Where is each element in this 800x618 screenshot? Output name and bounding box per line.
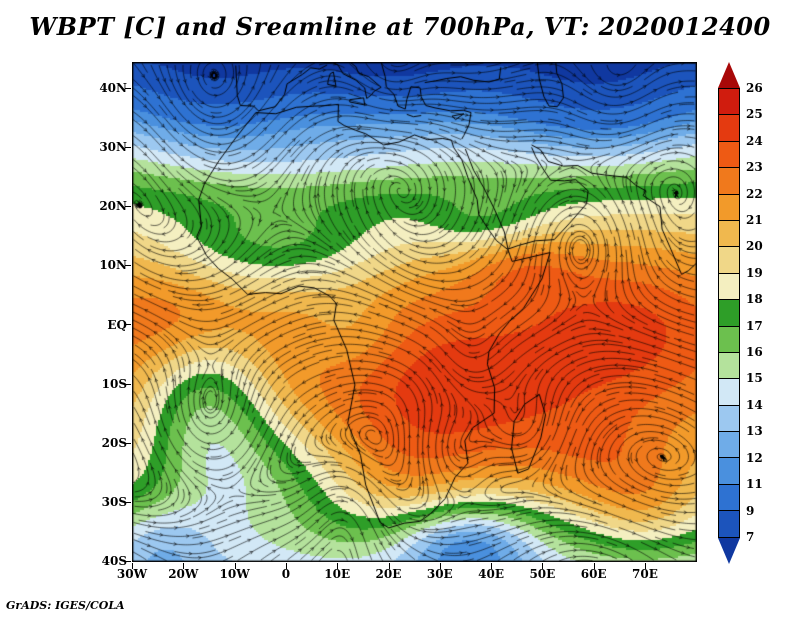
colorbar-box (718, 431, 740, 459)
y-axis-tick-label: EQ (107, 317, 127, 332)
map-plot-area (132, 62, 697, 562)
colorbar-box (718, 114, 740, 142)
y-axis-tick-label: 40S (101, 554, 127, 568)
colorbar-box (718, 483, 740, 512)
colorbar-box (718, 351, 740, 380)
y-axis-labels: 40N 30N 20N 10N EQ 10S 20S 30S 40S (85, 80, 127, 569)
colorbar-box (718, 219, 740, 248)
y-axis-tick (125, 88, 131, 89)
x-axis-tick-label: 20E (375, 567, 402, 581)
y-axis-tick-label: 20S (101, 435, 127, 450)
x-axis-tick-label: 40E (478, 567, 504, 581)
colorbar-tick-label: 15 (746, 371, 763, 386)
y-axis-tick-label: 30S (101, 494, 127, 509)
y-axis-tick (125, 265, 131, 267)
x-axis-tick (132, 563, 133, 569)
colorbar-tick-label: 16 (746, 345, 763, 360)
x-axis-tick-label: 60E (580, 567, 607, 581)
colorbar-boxes (718, 88, 740, 538)
colorbar-tick-label: 23 (746, 160, 763, 175)
x-axis-tick-label: 10E (324, 567, 351, 581)
x-axis-tick (285, 563, 287, 569)
y-axis-tick (125, 206, 131, 208)
y-axis-tick-label: 20N (99, 199, 127, 214)
x-axis-tick-label: 0 (281, 567, 291, 581)
x-axis-tick-label: 70E (632, 567, 658, 581)
colorbar-box (718, 457, 740, 485)
colorbar-box (718, 88, 740, 116)
colorbar-tick-label: 14 (746, 397, 763, 412)
x-axis-tick (645, 563, 646, 569)
y-axis-tick (125, 324, 131, 326)
x-axis-tick (337, 563, 339, 569)
colorbar-box (718, 510, 740, 538)
y-axis-tick (125, 383, 131, 385)
colorbar-tick-label: 20 (746, 239, 763, 254)
y-axis-tick (125, 560, 131, 562)
colorbar-tick-label: 7 (746, 529, 755, 544)
colorbar-box (718, 272, 740, 301)
colorbar-box (718, 167, 740, 195)
colorbar-tick-label: 19 (746, 265, 763, 280)
colorbar-box (718, 325, 740, 353)
colorbar-box (718, 299, 740, 327)
colorbar-box (718, 140, 740, 169)
x-axis-tick (491, 563, 493, 569)
colorbar-tick-label: 13 (746, 424, 763, 439)
y-axis-tick-label: 10N (99, 258, 127, 273)
x-axis-tick (542, 563, 544, 569)
colorbar-tick-label: 26 (746, 81, 763, 95)
chart-title: WBPT [C] and Sreamline at 700hPa, VT: 20… (29, 12, 771, 41)
y-axis-tick (125, 442, 131, 444)
colorbar-tick-label: 9 (746, 503, 755, 518)
colorbar-tick-label: 12 (746, 450, 763, 465)
y-axis-tick-label: 40N (99, 81, 127, 95)
x-axis-tick-label: 10W (219, 567, 250, 581)
colorbar-tick-label: 18 (746, 292, 763, 307)
x-axis-tick (388, 563, 390, 569)
colorbar-tick-label: 11 (746, 477, 763, 492)
colorbar-tick-label: 25 (746, 107, 763, 122)
x-axis-tick (439, 563, 441, 569)
x-axis-tick-label: 50E (529, 567, 556, 581)
x-axis-tick (183, 563, 185, 569)
colorbar-box (718, 246, 740, 274)
x-axis-tick-label: 20W (168, 567, 199, 581)
colorbar (718, 62, 740, 564)
x-axis-tick (234, 563, 236, 569)
x-axis-tick (593, 563, 595, 569)
y-axis-tick (125, 501, 131, 503)
colorbar-arrow-bottom-icon (718, 537, 740, 564)
x-axis-labels: 30W 20W 10W 0 10E 20E 30E 40E 50E 60E 70E (112, 566, 665, 582)
y-axis-tick (125, 147, 131, 149)
colorbar-arrow-top-icon (718, 62, 740, 88)
colorbar-tick-label: 24 (746, 133, 763, 148)
colorbar-box (718, 404, 740, 433)
colorbar-box (718, 193, 740, 221)
grads-attribution: GrADS: IGES/COLA (6, 599, 125, 612)
x-axis-tick-label: 30W (116, 567, 148, 581)
y-axis-tick-label: 10S (101, 376, 127, 391)
x-axis-tick-label: 30E (426, 567, 453, 581)
colorbar-tick-label: 17 (746, 318, 763, 333)
colorbar-box (718, 378, 740, 406)
y-axis-tick-label: 30N (99, 140, 127, 155)
colorbar-tick-label: 21 (746, 213, 763, 228)
colorbar-labels: 26 25 24 23 22 21 20 19 18 17 16 15 14 13 12 11 9 7 (746, 80, 763, 545)
colorbar-tick-label: 22 (746, 186, 763, 201)
